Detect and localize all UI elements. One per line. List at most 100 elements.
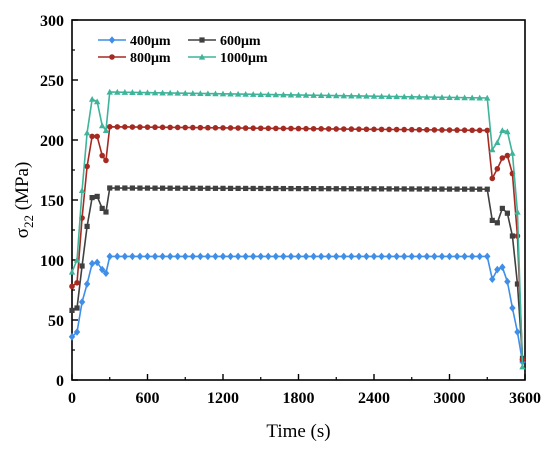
data-point xyxy=(99,122,106,129)
data-point xyxy=(174,252,181,261)
data-point xyxy=(280,252,287,261)
data-point xyxy=(477,186,483,192)
data-point xyxy=(454,186,460,192)
data-point xyxy=(235,185,241,192)
data-point xyxy=(504,128,511,135)
legend-item: 800μm xyxy=(98,51,171,66)
data-point xyxy=(152,185,158,191)
data-point xyxy=(122,185,128,191)
data-point xyxy=(288,125,294,132)
data-point xyxy=(355,252,363,261)
data-point xyxy=(114,185,120,191)
data-point xyxy=(272,252,280,261)
data-point xyxy=(265,252,272,261)
data-point xyxy=(504,277,511,286)
data-point xyxy=(287,91,295,98)
data-point xyxy=(227,90,234,97)
data-point xyxy=(114,252,121,261)
data-point xyxy=(303,186,309,192)
x-tick-label: 1800 xyxy=(283,390,315,407)
data-point xyxy=(468,94,476,101)
data-point xyxy=(265,91,272,98)
data-point xyxy=(89,133,95,140)
data-point xyxy=(453,252,461,261)
data-point xyxy=(355,92,363,99)
series-line xyxy=(71,187,524,359)
data-point xyxy=(439,186,445,192)
data-point xyxy=(108,36,116,44)
data-point xyxy=(386,186,392,192)
data-point xyxy=(257,252,264,261)
data-point xyxy=(431,186,437,192)
data-point xyxy=(122,124,128,130)
data-point xyxy=(333,252,340,261)
data-point xyxy=(509,150,516,156)
data-point xyxy=(220,125,226,131)
data-point xyxy=(136,89,144,96)
data-point xyxy=(257,91,264,97)
data-point xyxy=(431,127,438,133)
legend-label: 1000μm xyxy=(220,51,268,66)
data-point xyxy=(370,252,378,261)
data-point xyxy=(318,186,324,192)
data-point xyxy=(348,186,354,192)
data-point xyxy=(175,185,181,191)
data-point xyxy=(363,92,370,99)
data-point xyxy=(78,298,86,306)
data-point xyxy=(519,363,526,370)
data-point xyxy=(212,252,219,261)
x-tick-label: 1200 xyxy=(207,390,239,407)
data-point xyxy=(363,126,370,133)
y-tick-label: 0 xyxy=(56,373,64,390)
data-point xyxy=(393,252,400,261)
data-point xyxy=(504,210,510,216)
data-point xyxy=(69,307,75,313)
data-point xyxy=(136,252,144,261)
data-point xyxy=(325,126,332,132)
data-point xyxy=(166,89,174,96)
data-point xyxy=(102,127,110,133)
data-point xyxy=(144,252,151,261)
data-point xyxy=(107,185,113,191)
data-point xyxy=(484,127,491,134)
data-point xyxy=(287,252,295,261)
data-point xyxy=(461,252,468,261)
data-point xyxy=(103,157,109,164)
data-point xyxy=(476,94,483,101)
series-line xyxy=(71,91,524,367)
data-point xyxy=(242,252,249,261)
data-point xyxy=(197,185,203,191)
x-tick-label: 600 xyxy=(136,390,160,407)
data-point xyxy=(295,186,302,192)
data-point xyxy=(385,93,393,100)
x-axis-title: Time (s) xyxy=(266,421,330,442)
data-point xyxy=(514,328,521,336)
data-point xyxy=(325,252,332,261)
data-point xyxy=(356,186,362,192)
data-point xyxy=(504,152,511,159)
data-point xyxy=(295,91,302,98)
data-point xyxy=(438,252,446,261)
y-axis-title-unit: (MPa) xyxy=(12,162,33,215)
data-point xyxy=(182,90,189,96)
legend: 400μm 600μm 800μm 1000μm xyxy=(98,34,268,66)
data-point xyxy=(212,185,219,191)
data-point xyxy=(371,126,377,133)
data-point xyxy=(167,185,173,191)
legend-label: 600μm xyxy=(220,34,261,49)
data-point xyxy=(265,185,271,192)
data-point xyxy=(189,252,196,261)
data-point xyxy=(302,252,310,261)
data-point xyxy=(78,187,86,193)
data-point xyxy=(325,92,332,99)
y-axis-title: σ22 (MPa) xyxy=(12,162,36,239)
data-point xyxy=(166,252,174,261)
data-point xyxy=(205,124,211,131)
data-point xyxy=(438,94,446,100)
x-tick-label: 2400 xyxy=(358,390,390,407)
data-point xyxy=(409,186,415,192)
data-point xyxy=(348,126,355,132)
data-point xyxy=(401,252,408,261)
data-point xyxy=(489,217,495,223)
data-point xyxy=(174,124,181,131)
